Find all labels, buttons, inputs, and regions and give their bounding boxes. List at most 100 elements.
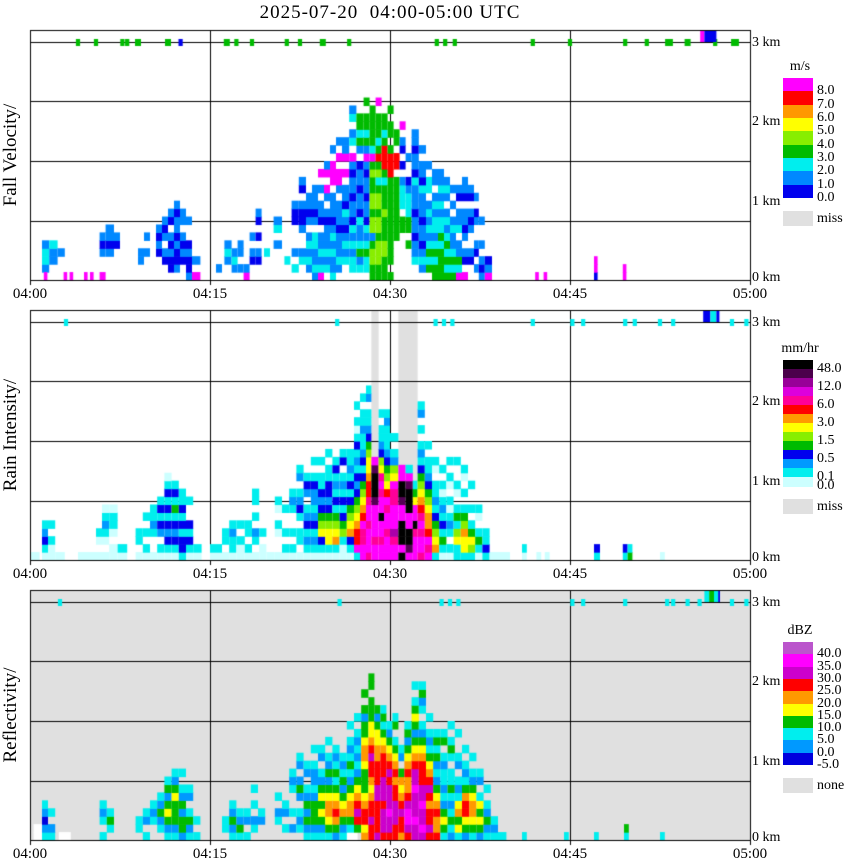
colorbar-missing-cell xyxy=(783,778,813,793)
colorbar-cell xyxy=(783,131,813,146)
colorbar-title-reflectivity: dBZ xyxy=(787,623,813,638)
colorbar-missing-label: none xyxy=(817,778,845,793)
colorbar-cell xyxy=(783,654,813,668)
time-tick-label: 04:15 xyxy=(192,846,228,862)
colorbar-cell xyxy=(783,715,813,729)
colorbar-cell xyxy=(783,414,813,424)
colorbar-tick-label: 5.0 xyxy=(817,732,835,748)
height-tick-label: 0 km xyxy=(752,830,781,845)
height-tick-label: 1 km xyxy=(752,194,781,209)
colorbar-tick-label: 25.0 xyxy=(817,683,842,699)
colorbar-cell xyxy=(783,78,813,92)
colorbar-cell xyxy=(783,477,813,487)
colorbar-tick-label: 3.0 xyxy=(817,415,835,430)
colorbar-tick-label: 6.0 xyxy=(817,397,835,412)
colorbar-tick-label: 20.0 xyxy=(817,695,842,711)
colorbar-cell xyxy=(783,360,813,370)
colorbar-tick-label: 0.0 xyxy=(817,744,835,760)
height-tick-label: 1 km xyxy=(752,754,781,769)
colorbar-cell xyxy=(783,117,813,132)
colorbar-tick-label: -5.0 xyxy=(817,757,840,772)
time-tick-label: 04:15 xyxy=(192,286,228,302)
colorbar-tick-label: 30.0 xyxy=(817,670,842,686)
colorbar-cell xyxy=(783,378,813,388)
time-tick-label: 04:45 xyxy=(552,286,588,302)
colorbar-tick-label: 0.0 xyxy=(817,478,835,493)
colorbar-tick-label: 8.0 xyxy=(817,83,835,99)
time-tick-label: 04:30 xyxy=(372,286,408,302)
height-tick-label: 2 km xyxy=(752,394,781,409)
time-tick-label: 04:00 xyxy=(12,286,48,302)
colorbar-cell xyxy=(783,642,813,655)
colorbar-cell xyxy=(783,678,813,692)
time-tick-label: 05:00 xyxy=(732,846,768,862)
panel-y-label-reflectivity: Reflectivity/ xyxy=(0,667,21,763)
chart-title: 2025-07-20 04:00-05:00 UTC xyxy=(259,2,521,23)
colorbar-tick-label: 15.0 xyxy=(817,707,842,723)
time-tick-label: 04:15 xyxy=(192,566,228,582)
colorbar-cell xyxy=(783,369,813,379)
colorbar-missing-cell xyxy=(783,210,813,226)
time-tick-label: 05:00 xyxy=(732,566,768,582)
time-tick-label: 04:00 xyxy=(12,846,48,862)
colorbar-missing-label: miss xyxy=(817,499,843,514)
colorbar-cell xyxy=(783,666,813,680)
colorbar-tick-label: 40.0 xyxy=(817,646,842,662)
colorbar-cell xyxy=(783,423,813,433)
colorbar-cell xyxy=(783,432,813,442)
time-tick-label: 05:00 xyxy=(732,286,768,302)
height-tick-label: 3 km xyxy=(752,35,781,50)
height-tick-label: 0 km xyxy=(752,270,781,285)
colorbar-tick-label: 1.5 xyxy=(817,433,835,448)
colorbar-tick-label: 3.0 xyxy=(817,149,835,165)
colorbar-tick-label: 7.0 xyxy=(817,96,835,112)
colorbar-cell xyxy=(783,728,813,741)
colorbar-cell xyxy=(783,184,813,199)
colorbar-tick-label: 12.0 xyxy=(817,379,842,394)
height-tick-label: 3 km xyxy=(752,315,781,330)
time-tick-label: 04:30 xyxy=(372,846,408,862)
colorbar-tick-label: 0.0 xyxy=(817,189,835,205)
colorbar-cell xyxy=(783,104,813,119)
colorbar-cell xyxy=(783,157,813,172)
panel-y-label-rain-intensity: Rain Intensity/ xyxy=(0,378,21,492)
height-tick-label: 2 km xyxy=(752,114,781,129)
colorbar-tick-label: 1.0 xyxy=(817,176,835,192)
colorbar-tick-label: 6.0 xyxy=(817,109,835,125)
colorbar-cell xyxy=(783,405,813,415)
colorbar-tick-label: 5.0 xyxy=(817,123,835,139)
colorbar-missing-label: miss xyxy=(817,210,843,226)
colorbar-tick-label: 0.5 xyxy=(817,451,835,466)
colorbar-cell xyxy=(783,396,813,406)
panel-y-label-fall-velocity: Fall Velocity/ xyxy=(0,103,21,207)
colorbar-cell xyxy=(783,703,813,717)
colorbar-cell xyxy=(783,91,813,106)
colorbar-cell xyxy=(783,691,813,704)
time-tick-label: 04:45 xyxy=(552,566,588,582)
colorbar-cell xyxy=(783,171,813,186)
colorbar-cell xyxy=(783,387,813,397)
time-tick-label: 04:45 xyxy=(552,846,588,862)
colorbar-cell xyxy=(783,740,813,754)
colorbar-cell xyxy=(783,752,813,766)
time-tick-label: 04:30 xyxy=(372,566,408,582)
colorbar-cell xyxy=(783,459,813,469)
colorbar-tick-label: 35.0 xyxy=(817,658,842,674)
colorbar-tick-label: 48.0 xyxy=(817,361,842,376)
colorbar-tick-label: 10.0 xyxy=(817,720,842,736)
colorbar-tick-label: 4.0 xyxy=(817,136,835,152)
colorbar-missing-cell xyxy=(783,499,813,514)
colorbar-tick-label: 0.1 xyxy=(817,469,835,484)
colorbar-title-rain-intensity: mm/hr xyxy=(781,341,819,356)
height-tick-label: 2 km xyxy=(752,674,781,689)
time-tick-label: 04:00 xyxy=(12,566,48,582)
height-tick-label: 0 km xyxy=(752,550,781,565)
colorbar-cell xyxy=(783,441,813,451)
colorbar-tick-label: 2.0 xyxy=(817,163,835,179)
colorbar-title-fall-velocity: m/s xyxy=(789,59,811,74)
colorbar-cell xyxy=(783,468,813,478)
height-tick-label: 3 km xyxy=(752,595,781,610)
colorbar-cell xyxy=(783,144,813,159)
